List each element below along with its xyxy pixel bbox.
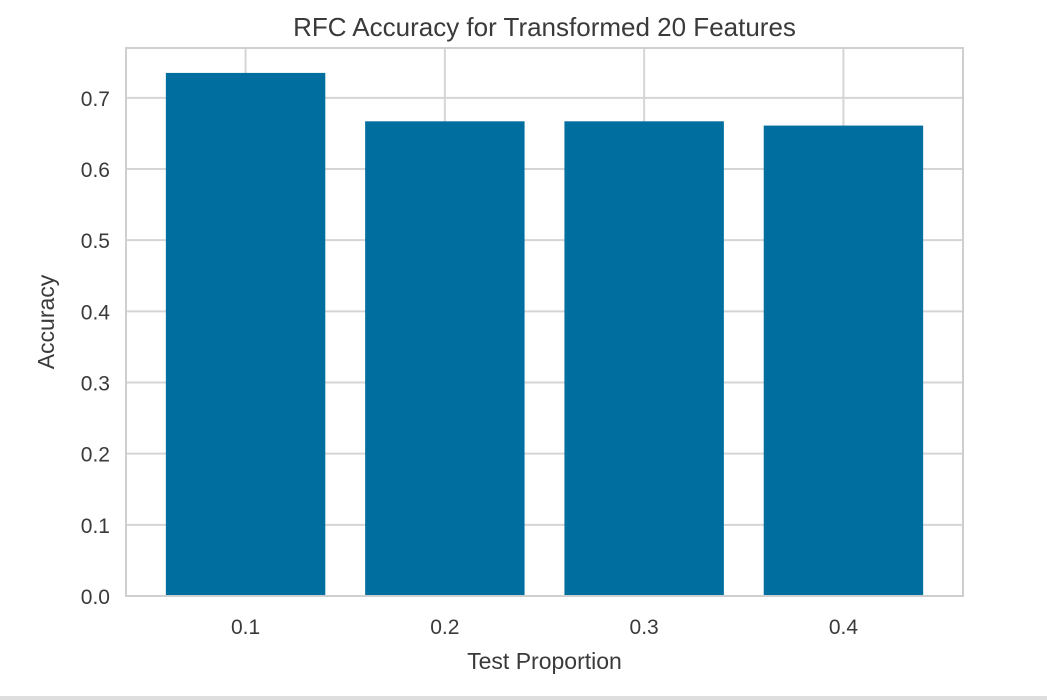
- x-tick-label: 0.1: [231, 616, 260, 639]
- bottom-divider: [0, 696, 1047, 700]
- x-axis-label: Test Proportion: [467, 648, 622, 674]
- x-tick-label: 0.4: [829, 616, 859, 639]
- y-tick-label: 0.5: [81, 230, 110, 253]
- x-tick-label: 0.2: [430, 616, 459, 639]
- y-tick-label: 0.2: [81, 444, 110, 467]
- plot-frame: [125, 47, 964, 597]
- y-axis-label: Accuracy: [33, 274, 59, 369]
- x-tick-labels: 0.1 0.2 0.3 0.4: [231, 616, 858, 639]
- bar: [564, 121, 724, 596]
- bar: [365, 121, 525, 596]
- y-tick-label: 0.6: [81, 159, 110, 182]
- bar: [165, 72, 326, 597]
- y-tick-label: 0.0: [81, 586, 110, 609]
- y-tick-label: 0.4: [81, 301, 111, 324]
- chart-title: RFC Accuracy for Transformed 20 Features: [293, 12, 796, 42]
- y-tick-label: 0.7: [81, 88, 110, 111]
- y-tick-label: 0.3: [81, 372, 110, 395]
- y-tick-label: 0.1: [81, 515, 110, 538]
- x-tick-label: 0.3: [630, 616, 659, 639]
- y-tick-labels: 0.0 0.1 0.2 0.3 0.4 0.5 0.6 0.7: [81, 88, 111, 609]
- bar: [763, 125, 924, 596]
- bars: [165, 72, 924, 597]
